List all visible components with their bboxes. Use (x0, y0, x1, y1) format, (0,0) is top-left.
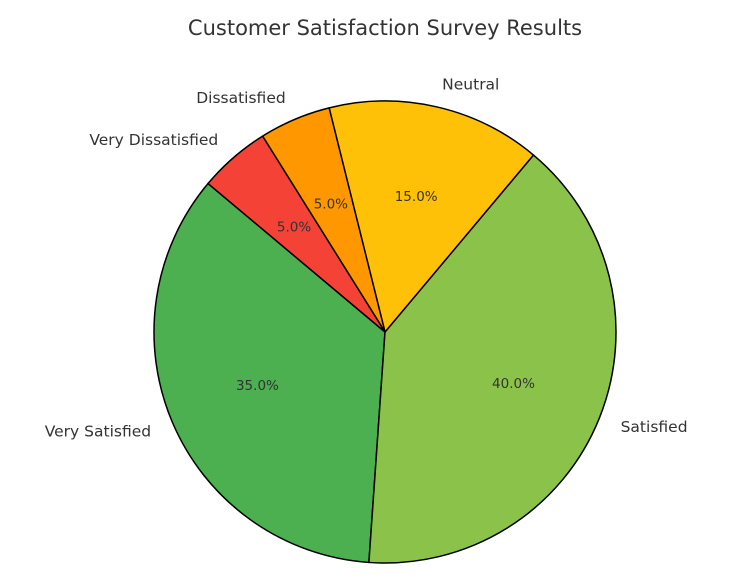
slice-label: Very Dissatisfied (89, 131, 218, 149)
slice-label: Very Satisfied (45, 422, 151, 440)
slice-label: Dissatisfied (196, 89, 286, 107)
percent-label: 35.0% (236, 378, 279, 394)
percent-label: 40.0% (492, 376, 535, 392)
pie-slice-satisfied (368, 154, 617, 564)
percent-label: 15.0% (395, 189, 438, 205)
pie-slice-very-satisfied (153, 182, 386, 564)
pie-slice-very-dissatisfied (207, 135, 386, 333)
percent-label: 5.0% (314, 196, 348, 212)
slice-label: Satisfied (621, 418, 688, 436)
chart-title: Customer Satisfaction Survey Results (188, 16, 582, 40)
slice-label: Neutral (442, 75, 499, 93)
pie-slice-neutral (328, 100, 535, 333)
percent-label: 5.0% (277, 219, 311, 235)
